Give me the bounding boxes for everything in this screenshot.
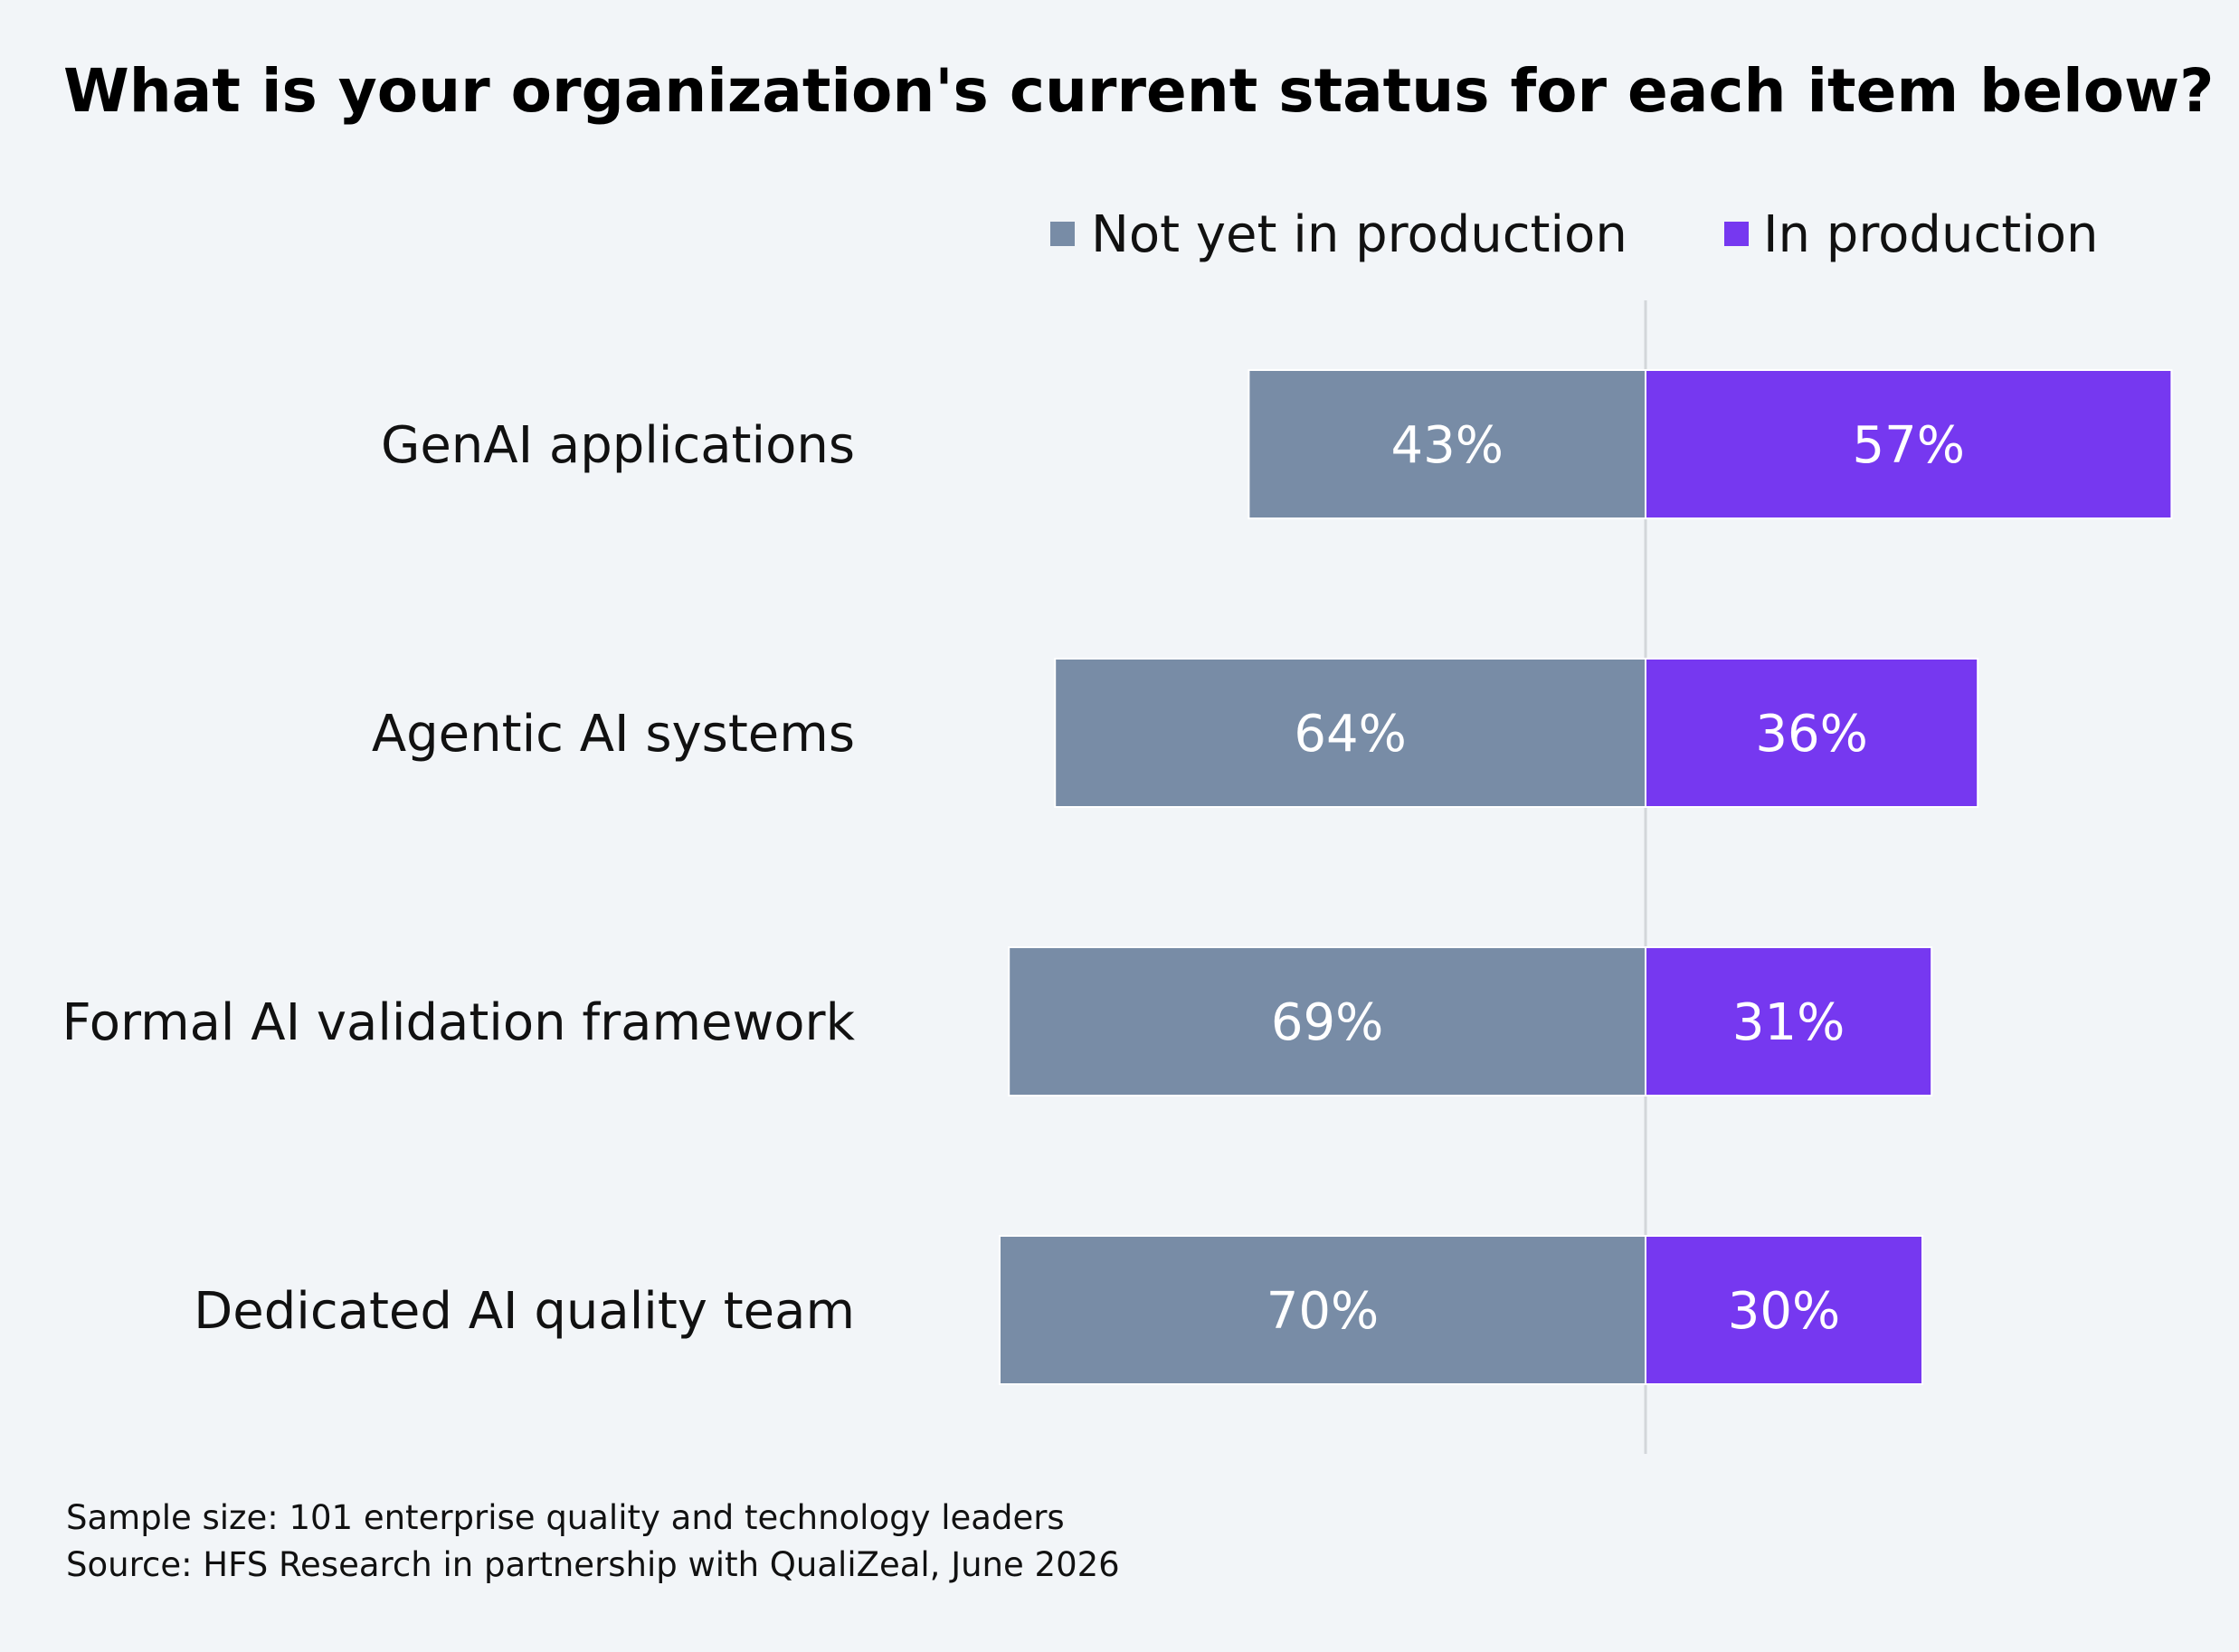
category-label: Dedicated AI quality team [194, 1282, 855, 1341]
sample-size-note: Sample size: 101 enterprise quality and … [66, 1498, 1065, 1537]
category-label: Agentic AI systems [372, 705, 855, 764]
value-label: 70% [1267, 1282, 1379, 1341]
chart-title: What is your organization's current stat… [63, 56, 2214, 126]
value-label: 64% [1294, 705, 1406, 764]
legend-swatch-in-production [1724, 222, 1749, 246]
legend: Not yet in production In production [1050, 205, 2099, 264]
bar-in-production [1645, 1235, 1923, 1385]
value-label: 31% [1732, 993, 1845, 1052]
legend-label-not-in-production: Not yet in production [1091, 205, 1627, 264]
bar-in-production [1645, 946, 1933, 1097]
category-labels: GenAI applications Agentic AI systems Form… [62, 416, 856, 1341]
category-label: Formal AI validation framework [62, 993, 856, 1052]
value-label: 43% [1390, 416, 1503, 475]
value-label: 36% [1755, 705, 1867, 764]
legend-label-in-production: In production [1763, 205, 2099, 264]
bar-not-in-production [1248, 369, 1647, 519]
footnotes: Sample size: 101 enterprise quality and … [66, 1498, 1120, 1584]
value-label: 69% [1271, 993, 1383, 1052]
source-note: Source: HFS Research in partnership with… [66, 1545, 1120, 1584]
legend-swatch-not-in-production [1050, 222, 1075, 246]
bar-in-production [1645, 658, 1979, 808]
value-labels: 43% 57% 64% 36% 69% 31% 70% 30% [1267, 416, 1965, 1341]
value-label: 57% [1852, 416, 1964, 475]
value-label: 30% [1728, 1282, 1840, 1341]
category-label: GenAI applications [381, 416, 855, 475]
bar-in-production [1645, 369, 2173, 519]
bar-not-in-production [1054, 658, 1646, 808]
bars-group [999, 369, 2173, 1385]
